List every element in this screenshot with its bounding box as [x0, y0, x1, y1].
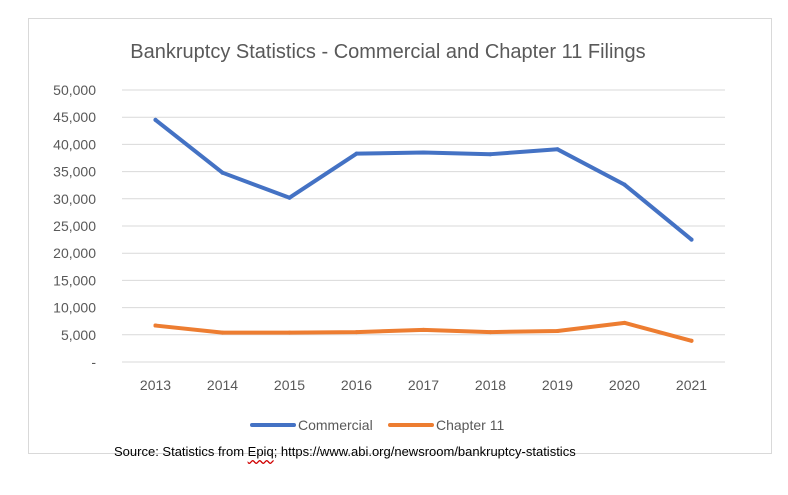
data-point [153, 323, 158, 328]
gridlines [122, 89, 725, 363]
data-point [421, 150, 426, 155]
x-tick-label: 2017 [408, 377, 439, 393]
y-tick-label: 45,000 [53, 109, 96, 125]
x-tick-label: 2021 [676, 377, 707, 393]
y-tick-label: 20,000 [53, 245, 96, 261]
data-point [354, 330, 359, 335]
data-point [622, 320, 627, 325]
data-point [689, 338, 694, 343]
legend-label: Chapter 11 [436, 417, 504, 433]
data-point [153, 117, 158, 122]
data-point [689, 237, 694, 242]
x-tick-label: 2018 [475, 377, 506, 393]
data-point [220, 170, 225, 175]
chart-area [28, 18, 772, 454]
series-line-commercial [153, 117, 694, 242]
x-tick-label: 2020 [609, 377, 640, 393]
x-tick-label: 2016 [341, 377, 372, 393]
data-point [287, 195, 292, 200]
y-tick-label: 50,000 [53, 82, 96, 98]
y-tick-label: 5,000 [61, 327, 96, 343]
data-point [354, 151, 359, 156]
source-epiq: Epiq [247, 444, 274, 459]
y-tick-label: 30,000 [53, 191, 96, 207]
x-tick-label: 2013 [140, 377, 171, 393]
x-tick-label: 2019 [542, 377, 573, 393]
data-point [622, 182, 627, 187]
y-tick-label: - [91, 354, 96, 370]
y-tick-label: 10,000 [53, 300, 96, 316]
data-point [287, 330, 292, 335]
x-tick-label: 2014 [207, 377, 238, 393]
x-axis-ticks: 2013 2014 2015 2016 2017 2018 2019 2020 2021 [140, 377, 707, 393]
y-axis-ticks: - 5,000 10,000 15,000 20,000 25,000 30,000 35,0… [53, 82, 96, 370]
legend-label: Commercial [298, 417, 373, 433]
chart-title: Bankruptcy Statistics - Commercial and C… [130, 41, 645, 63]
data-point [220, 330, 225, 335]
y-tick-label: 25,000 [53, 218, 96, 234]
series-lines [153, 117, 694, 343]
data-point [555, 328, 560, 333]
data-point [488, 152, 493, 157]
y-tick-label: 15,000 [53, 272, 96, 288]
data-point [421, 327, 426, 332]
data-point [555, 147, 560, 152]
x-tick-label: 2015 [274, 377, 305, 393]
legend: Commercial Chapter 11 [250, 417, 504, 433]
y-tick-label: 35,000 [53, 164, 96, 180]
data-point [488, 330, 493, 335]
source-prefix: Source: Statistics from [114, 444, 248, 459]
y-tick-label: 40,000 [53, 136, 96, 152]
source-note: Source: Statistics from Epiq; https://ww… [114, 444, 576, 459]
source-suffix: ; https://www.abi.org/newsroom/bankruptc… [273, 444, 576, 459]
